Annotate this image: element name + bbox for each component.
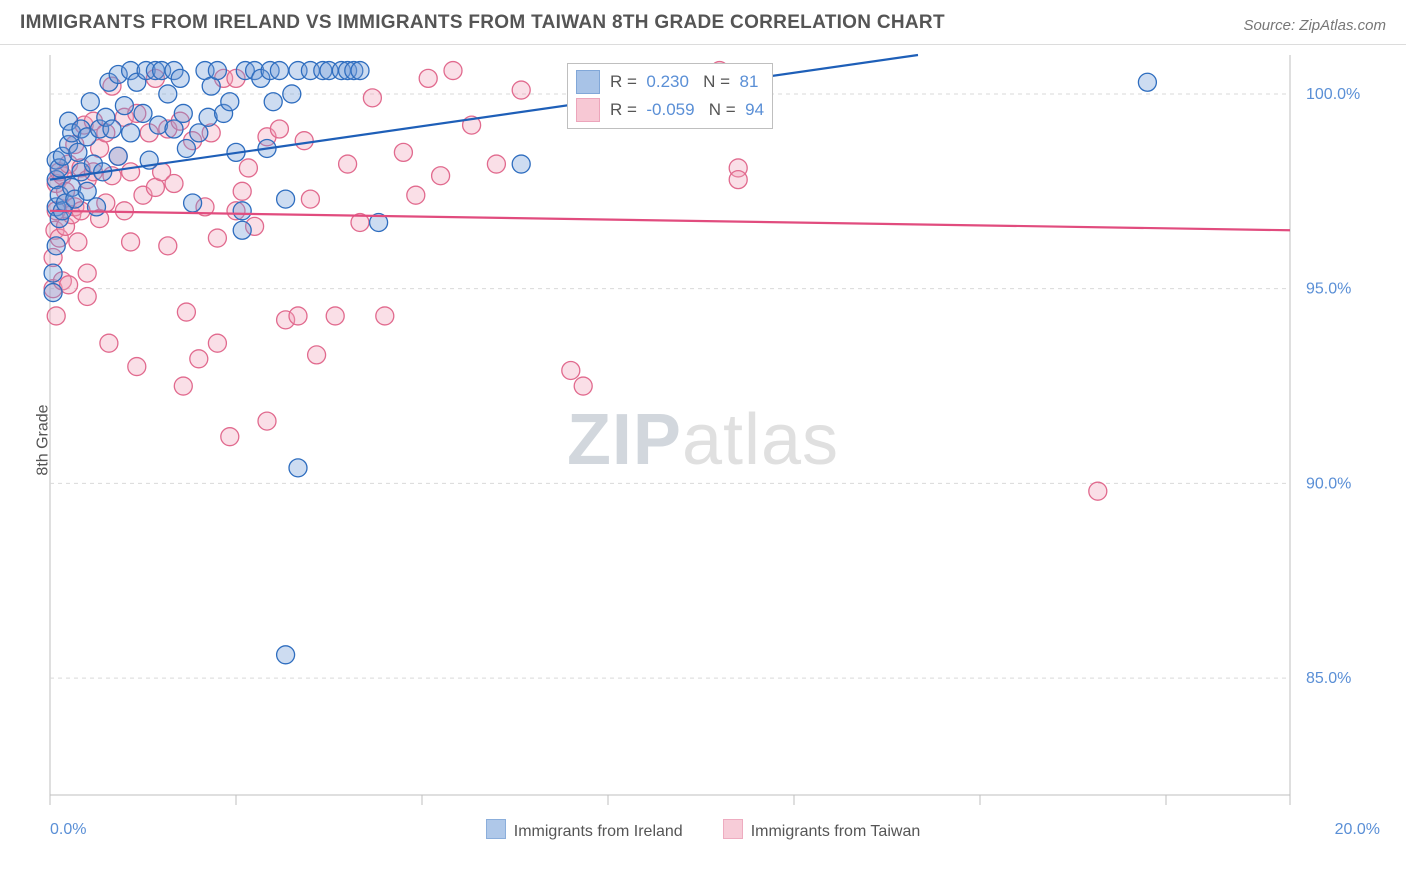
scatter-point (208, 229, 226, 247)
scatter-point (184, 194, 202, 212)
scatter-point (177, 139, 195, 157)
scatter-point (78, 264, 96, 282)
scatter-point (174, 104, 192, 122)
source-attribution: Source: ZipAtlas.com (1243, 17, 1386, 34)
scatter-point (289, 307, 307, 325)
scatter-point (174, 377, 192, 395)
correlation-legend: R = 0.230 N = 81 R = -0.059 N = 94 (567, 63, 773, 129)
scatter-point (1089, 482, 1107, 500)
scatter-point (221, 428, 239, 446)
scatter-point (208, 334, 226, 352)
scatter-point (233, 182, 251, 200)
scatter-point (283, 85, 301, 103)
scatter-point (190, 350, 208, 368)
bottom-legend-item: Immigrants from Ireland (486, 819, 683, 841)
scatter-point (270, 120, 288, 138)
scatter-point (512, 81, 530, 99)
scatter-point (562, 361, 580, 379)
correlation-legend-row: R = -0.059 N = 94 (576, 96, 764, 124)
scatter-point (208, 62, 226, 80)
scatter-point (221, 93, 239, 111)
scatter-point (419, 69, 437, 87)
scatter-point (301, 190, 319, 208)
scatter-point (407, 186, 425, 204)
scatter-point (47, 237, 65, 255)
scatter-point (78, 287, 96, 305)
scatter-point (239, 159, 257, 177)
legend-swatch-icon (486, 819, 506, 839)
svg-text:100.0%: 100.0% (1306, 86, 1360, 103)
scatter-point (159, 237, 177, 255)
scatter-point (277, 646, 295, 664)
scatter-point (190, 124, 208, 142)
scatter-point (512, 155, 530, 173)
scatter-point (258, 412, 276, 430)
legend-swatch-icon (576, 98, 600, 122)
scatter-point (100, 334, 118, 352)
scatter-point (44, 264, 62, 282)
scatter-point (44, 284, 62, 302)
scatter-point (363, 89, 381, 107)
correlation-legend-row: R = 0.230 N = 81 (576, 68, 764, 96)
scatter-point (115, 97, 133, 115)
scatter-point (308, 346, 326, 364)
svg-text:85.0%: 85.0% (1306, 670, 1351, 687)
scatter-point (134, 104, 152, 122)
scatter-point (339, 155, 357, 173)
scatter-point (78, 182, 96, 200)
scatter-point (171, 69, 189, 87)
scatter-point (432, 167, 450, 185)
scatter-point (159, 85, 177, 103)
scatter-point (165, 120, 183, 138)
scatter-point (277, 190, 295, 208)
legend-stats: R = 0.230 N = 81 (610, 72, 758, 92)
scatter-point (128, 358, 146, 376)
bottom-legend: Immigrants from Ireland Immigrants from T… (0, 819, 1406, 841)
y-axis-label: 8th Grade (35, 404, 53, 475)
scatter-point (295, 132, 313, 150)
bottom-legend-item: Immigrants from Taiwan (723, 819, 921, 841)
svg-text:95.0%: 95.0% (1306, 281, 1351, 298)
legend-swatch-icon (576, 70, 600, 94)
scatter-point (122, 124, 140, 142)
scatter-point (165, 175, 183, 193)
scatter-point (88, 198, 106, 216)
scatter-point (1138, 73, 1156, 91)
chart-title: IMMIGRANTS FROM IRELAND VS IMMIGRANTS FR… (20, 12, 945, 34)
scatter-point (444, 62, 462, 80)
scatter-point (574, 377, 592, 395)
svg-text:90.0%: 90.0% (1306, 475, 1351, 492)
scatter-point (729, 171, 747, 189)
scatter-point (233, 221, 251, 239)
chart-area: 8th Grade 85.0%90.0%95.0%100.0% ZIPatlas… (0, 45, 1406, 835)
scatter-point (394, 143, 412, 161)
scatter-point (289, 459, 307, 477)
scatter-point (177, 303, 195, 321)
scatter-point (326, 307, 344, 325)
scatter-point (376, 307, 394, 325)
scatter-point (109, 147, 127, 165)
scatter-point (122, 233, 140, 251)
scatter-point (351, 62, 369, 80)
scatter-point (264, 93, 282, 111)
scatter-point (69, 233, 87, 251)
scatter-point (233, 202, 251, 220)
scatter-point (122, 163, 140, 181)
scatter-point (81, 93, 99, 111)
header: IMMIGRANTS FROM IRELAND VS IMMIGRANTS FR… (0, 0, 1406, 45)
scatter-point (270, 62, 288, 80)
legend-stats: R = -0.059 N = 94 (610, 100, 764, 120)
scatter-point (47, 307, 65, 325)
scatter-point (487, 155, 505, 173)
scatter-point (103, 120, 121, 138)
scatter-point (69, 143, 87, 161)
legend-swatch-icon (723, 819, 743, 839)
scatter-plot: 85.0% 90.0% 95.0% 100.0% (0, 45, 1406, 835)
